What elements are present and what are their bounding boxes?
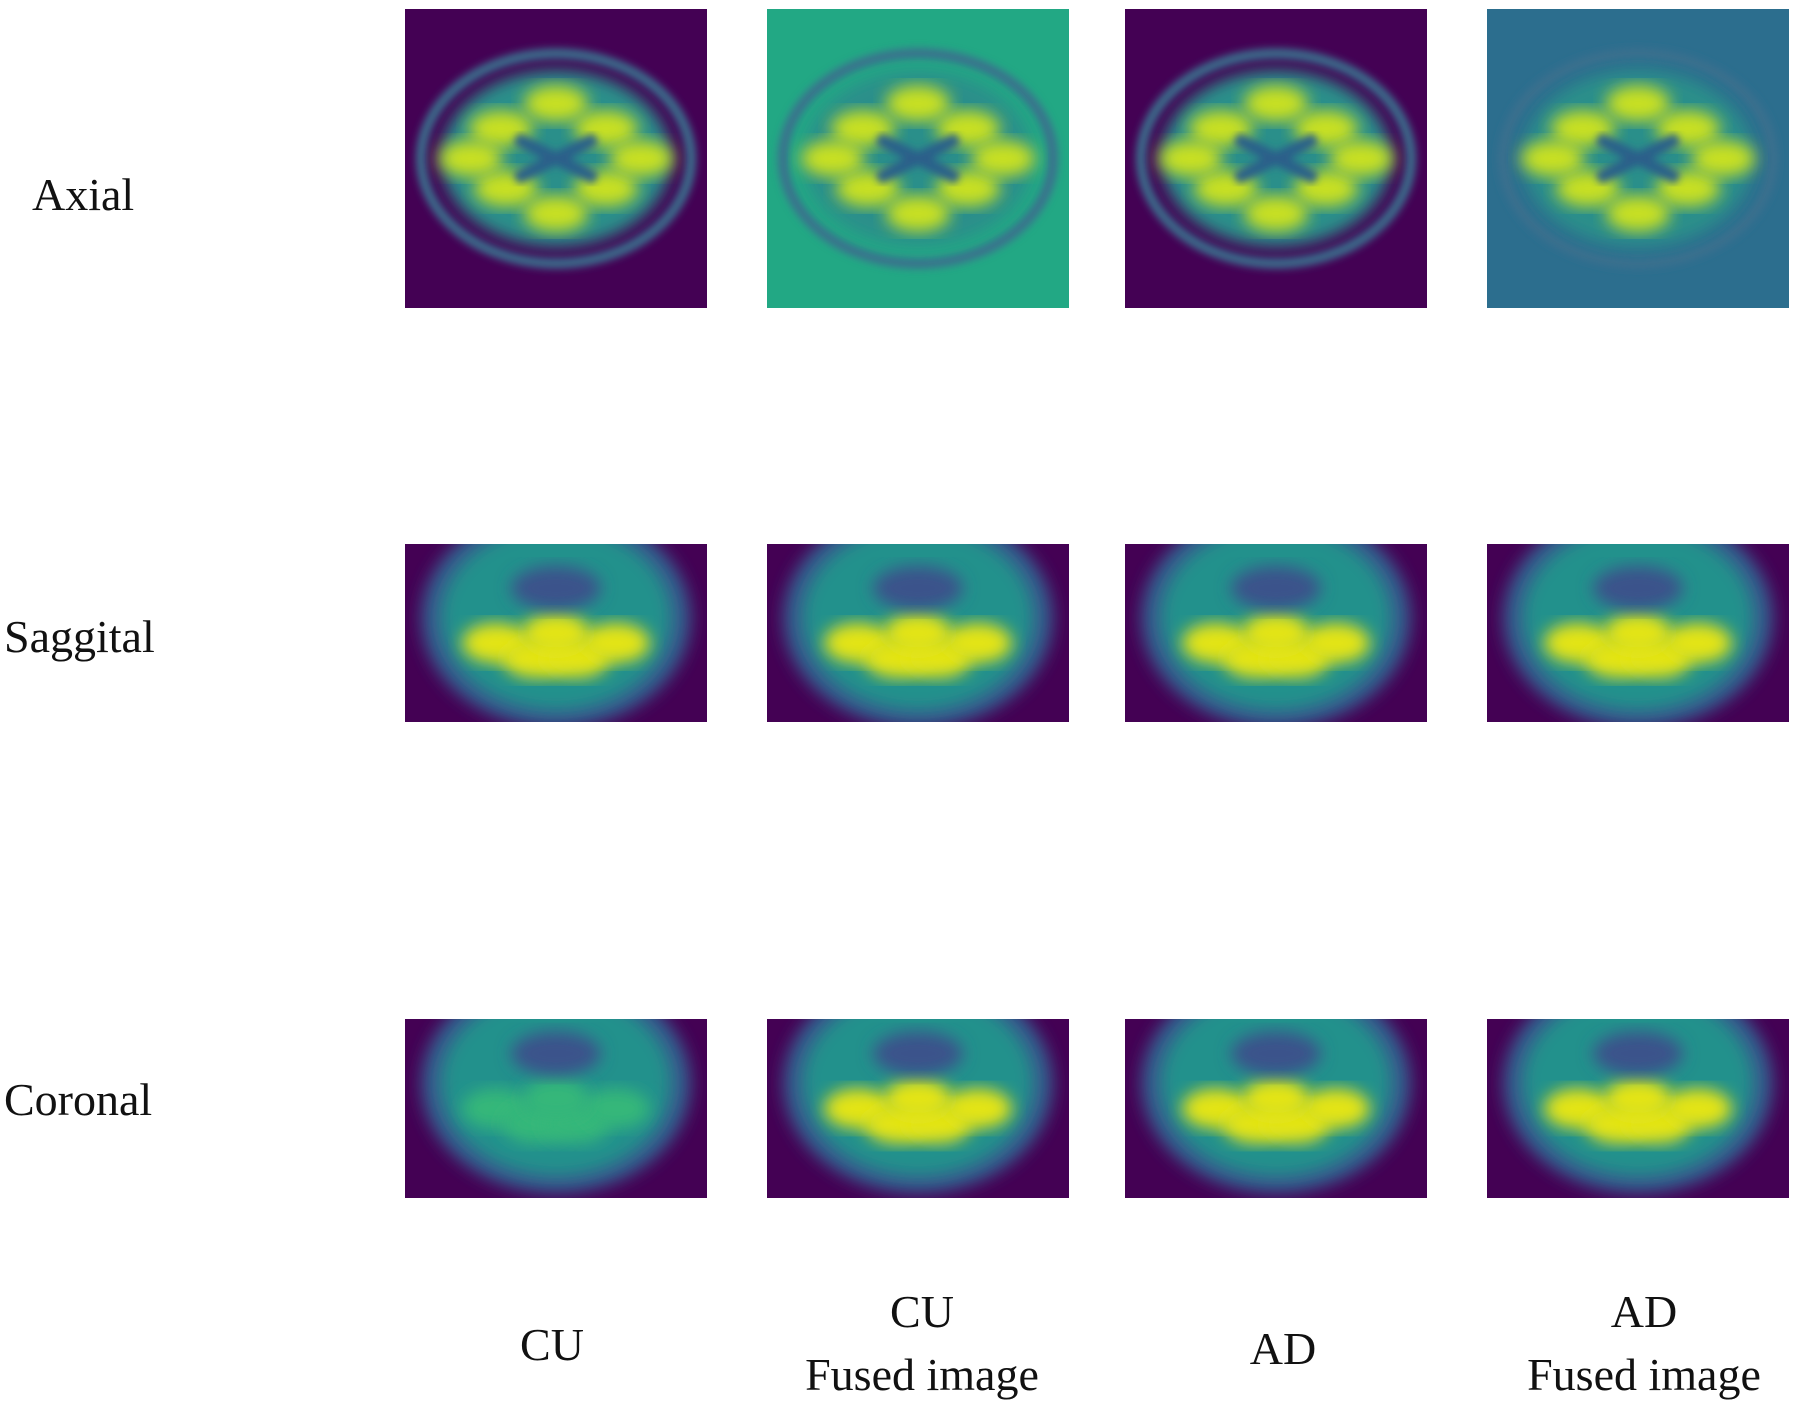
brain-image xyxy=(405,9,707,308)
ventricle xyxy=(1233,133,1319,184)
row-label: Coronal xyxy=(4,1074,152,1125)
uptake xyxy=(1302,623,1370,663)
uptake xyxy=(884,1078,952,1119)
uptake xyxy=(944,623,1012,663)
skull-ring xyxy=(778,48,1058,269)
brain-image xyxy=(1487,544,1789,722)
uptake xyxy=(1606,85,1670,122)
uptake xyxy=(884,613,952,653)
brain xyxy=(1503,544,1773,722)
uptake xyxy=(886,195,950,232)
dark-core xyxy=(873,1031,963,1076)
brain xyxy=(783,1019,1053,1194)
brain xyxy=(778,48,1058,269)
brain-image xyxy=(1487,9,1789,308)
uptake xyxy=(1159,140,1223,177)
brain xyxy=(1141,544,1411,722)
ventricle xyxy=(875,133,961,184)
uptake xyxy=(1606,195,1670,232)
image-grid xyxy=(405,9,1789,1198)
column-label: AD xyxy=(1250,1323,1316,1374)
uptake xyxy=(1302,1088,1370,1129)
uptake xyxy=(609,140,673,177)
column-label: Fused image xyxy=(805,1349,1039,1400)
dark-core xyxy=(1231,1031,1321,1076)
brain-image xyxy=(1125,1019,1427,1198)
brain xyxy=(1503,1019,1773,1194)
uptake xyxy=(944,1088,1012,1129)
ventricle xyxy=(513,133,599,184)
uptake xyxy=(1244,195,1308,232)
brain xyxy=(421,544,691,722)
uptake xyxy=(1604,613,1672,653)
uptake xyxy=(582,623,650,663)
dark-core xyxy=(511,1031,601,1076)
dark-core xyxy=(1593,1031,1683,1076)
uptake xyxy=(1244,85,1308,122)
dark-core xyxy=(511,566,601,610)
ventricle xyxy=(1595,133,1681,184)
brain xyxy=(783,544,1053,722)
uptake xyxy=(522,613,590,653)
uptake xyxy=(522,1078,590,1119)
brain xyxy=(1136,48,1416,269)
uptake xyxy=(1242,613,1310,653)
column-label: CU xyxy=(520,1319,584,1370)
brain-image xyxy=(1487,1019,1789,1198)
uptake xyxy=(524,85,588,122)
skull-ring xyxy=(1498,48,1778,269)
uptake xyxy=(439,140,503,177)
uptake xyxy=(1664,1088,1732,1129)
column-label: Fused image xyxy=(1527,1349,1761,1400)
brain-image xyxy=(405,544,707,722)
brain-image xyxy=(767,9,1069,308)
skull-ring xyxy=(1136,48,1416,269)
uptake xyxy=(971,140,1035,177)
dark-core xyxy=(1231,566,1321,610)
uptake xyxy=(886,85,950,122)
uptake xyxy=(582,1088,650,1129)
dark-core xyxy=(873,566,963,610)
brain-image xyxy=(767,544,1069,722)
uptake xyxy=(1329,140,1393,177)
uptake xyxy=(801,140,865,177)
brain xyxy=(416,48,696,269)
uptake xyxy=(1242,1078,1310,1119)
column-label: AD xyxy=(1611,1286,1677,1337)
uptake xyxy=(1521,140,1585,177)
brain xyxy=(1498,48,1778,269)
brain xyxy=(1141,1019,1411,1194)
uptake xyxy=(1691,140,1755,177)
brain-image xyxy=(767,1019,1069,1198)
row-label: Saggital xyxy=(4,611,155,662)
skull-ring xyxy=(416,48,696,269)
brain-image xyxy=(405,1019,707,1198)
uptake xyxy=(1604,1078,1672,1119)
dark-core xyxy=(1593,566,1683,610)
uptake xyxy=(524,195,588,232)
brain xyxy=(421,1019,691,1194)
column-label: CU xyxy=(890,1286,954,1337)
brain-image xyxy=(1125,544,1427,722)
uptake xyxy=(1664,623,1732,663)
row-label: Axial xyxy=(32,169,134,220)
brain-image xyxy=(1125,9,1427,308)
